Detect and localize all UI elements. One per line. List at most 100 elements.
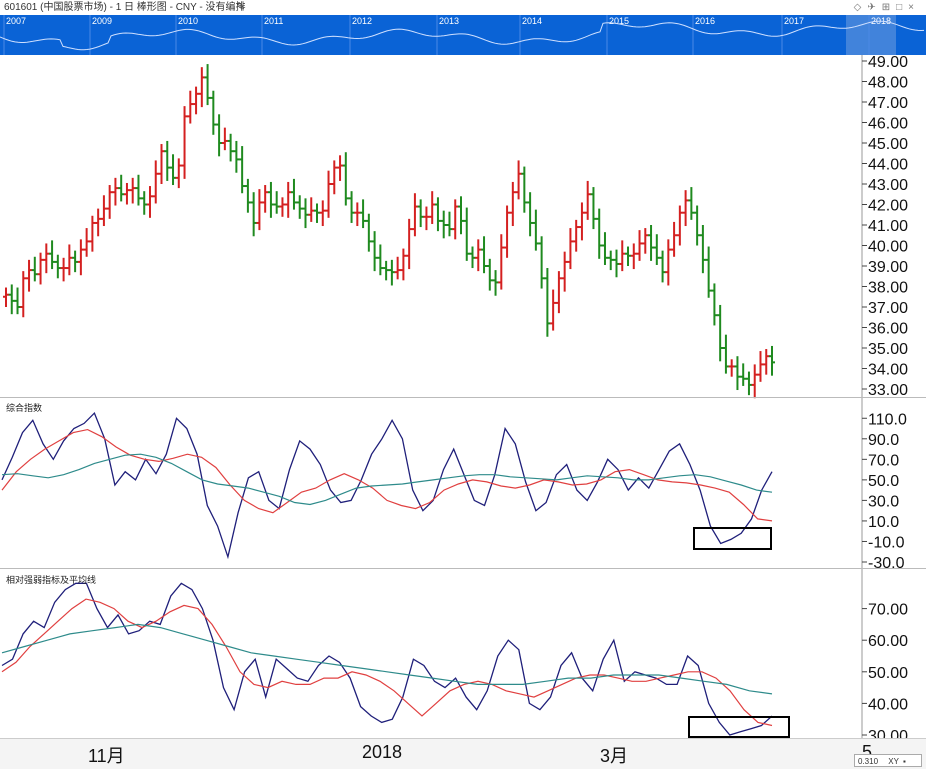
price-bar[interactable] [613,249,620,278]
price-bar[interactable] [590,187,597,230]
price-bar[interactable] [717,304,724,362]
price-bar[interactable] [567,228,574,270]
price-bar[interactable] [434,197,441,232]
price-bar[interactable] [429,191,436,224]
price-bar[interactable] [308,197,315,222]
price-bar[interactable] [406,218,413,270]
price-bar[interactable] [164,140,171,181]
lock-icon[interactable]: ▪ [903,757,906,766]
price-bar[interactable] [37,252,44,285]
price-bar[interactable] [227,133,234,162]
price-bar[interactable] [285,181,292,218]
price-bar[interactable] [216,114,223,157]
price-bar[interactable] [100,195,107,227]
price-bar[interactable] [757,351,764,382]
price-bar[interactable] [722,334,729,374]
price-bar[interactable] [54,254,61,279]
price-bar[interactable] [106,185,113,219]
pencil-icon[interactable]: ✎ [236,1,246,13]
price-bar[interactable] [204,64,211,106]
price-bar[interactable] [314,203,321,223]
price-bar[interactable] [170,154,177,186]
window-buttons[interactable]: ◇✈⊞□× [854,0,920,15]
price-bar[interactable] [411,193,418,237]
price-bar[interactable] [152,160,159,204]
price-bar[interactable] [118,174,125,202]
price-bar[interactable] [630,243,637,270]
price-bar[interactable] [187,90,194,124]
price-bar[interactable] [250,192,257,237]
price-bar[interactable] [365,213,372,252]
price-bar[interactable] [544,268,551,337]
price-bar[interactable] [377,244,384,276]
navigator-strip[interactable]: 2007 2009 2010 2011 2012 2013 2014 2015 2016 2017… [0,15,926,55]
price-bar[interactable] [43,243,50,274]
price-bar[interactable] [538,236,545,289]
price-bar[interactable] [60,257,67,282]
price-bar[interactable] [515,160,522,200]
price-bar[interactable] [665,239,672,286]
price-bar[interactable] [584,180,591,220]
price-bar[interactable] [469,246,476,269]
price-bar[interactable] [642,228,649,254]
price-bar[interactable] [141,191,148,215]
price-bar[interactable] [394,256,401,280]
indicator-series-line[interactable] [1,411,773,560]
price-bar[interactable] [751,364,758,399]
price-bar[interactable] [175,158,182,189]
price-bar[interactable] [509,181,516,227]
indicator-series-line[interactable] [1,582,773,736]
price-bar[interactable] [446,211,453,237]
price-bar[interactable] [267,181,274,218]
price-bar[interactable] [158,144,165,184]
price-bar[interactable] [193,86,200,115]
price-bar[interactable] [504,205,511,258]
price-bar[interactable] [653,234,660,265]
price-bar[interactable] [331,160,338,195]
price-bar[interactable] [388,259,395,286]
panel-separator[interactable] [0,397,926,398]
price-bar[interactable] [348,191,355,223]
price-bar[interactable] [49,240,56,270]
price-bar[interactable] [769,345,775,376]
xy-scale-box[interactable]: 0.310 XY ▪ [854,754,922,767]
price-bar[interactable] [745,371,752,396]
indicator-series-line[interactable] [1,453,773,506]
price-bar[interactable] [325,170,332,218]
price-bar[interactable] [763,349,770,375]
price-bar[interactable] [146,186,153,218]
diamond-icon[interactable]: ◇ [853,2,868,13]
price-bar[interactable] [83,228,90,257]
price-bar[interactable] [239,146,246,194]
price-bar[interactable] [417,199,424,228]
price-bar[interactable] [705,246,712,298]
price-bar[interactable] [452,199,459,240]
chart-area[interactable]: 49.00 48.00 47.00 46.00 45.00 44.00 43.00 42.00… [0,55,926,738]
price-bar[interactable] [578,202,585,241]
price-bar[interactable] [360,199,367,229]
price-bar[interactable] [423,206,430,231]
price-bar[interactable] [688,187,695,220]
price-bar[interactable] [20,271,27,318]
price-bar[interactable] [607,250,614,271]
price-bar[interactable] [319,200,326,227]
price-bar[interactable] [728,359,735,377]
price-bar[interactable] [181,106,188,179]
price-bar[interactable] [699,225,706,274]
price-bar[interactable] [440,210,447,239]
price-bar[interactable] [561,251,568,292]
price-bar[interactable] [135,174,142,206]
pin-icon[interactable]: ✈ [867,2,882,13]
price-bar[interactable] [619,240,626,272]
price-bar[interactable] [492,270,499,296]
price-bar[interactable] [95,208,102,237]
price-bar[interactable] [694,205,701,246]
price-bar[interactable] [221,127,228,151]
price-bar[interactable] [3,287,9,307]
price-bar[interactable] [532,209,539,251]
price-bar[interactable] [279,197,286,217]
price-bar[interactable] [463,207,470,261]
price-bar[interactable] [31,256,38,282]
price-bar[interactable] [296,195,303,219]
price-bar[interactable] [290,178,297,210]
